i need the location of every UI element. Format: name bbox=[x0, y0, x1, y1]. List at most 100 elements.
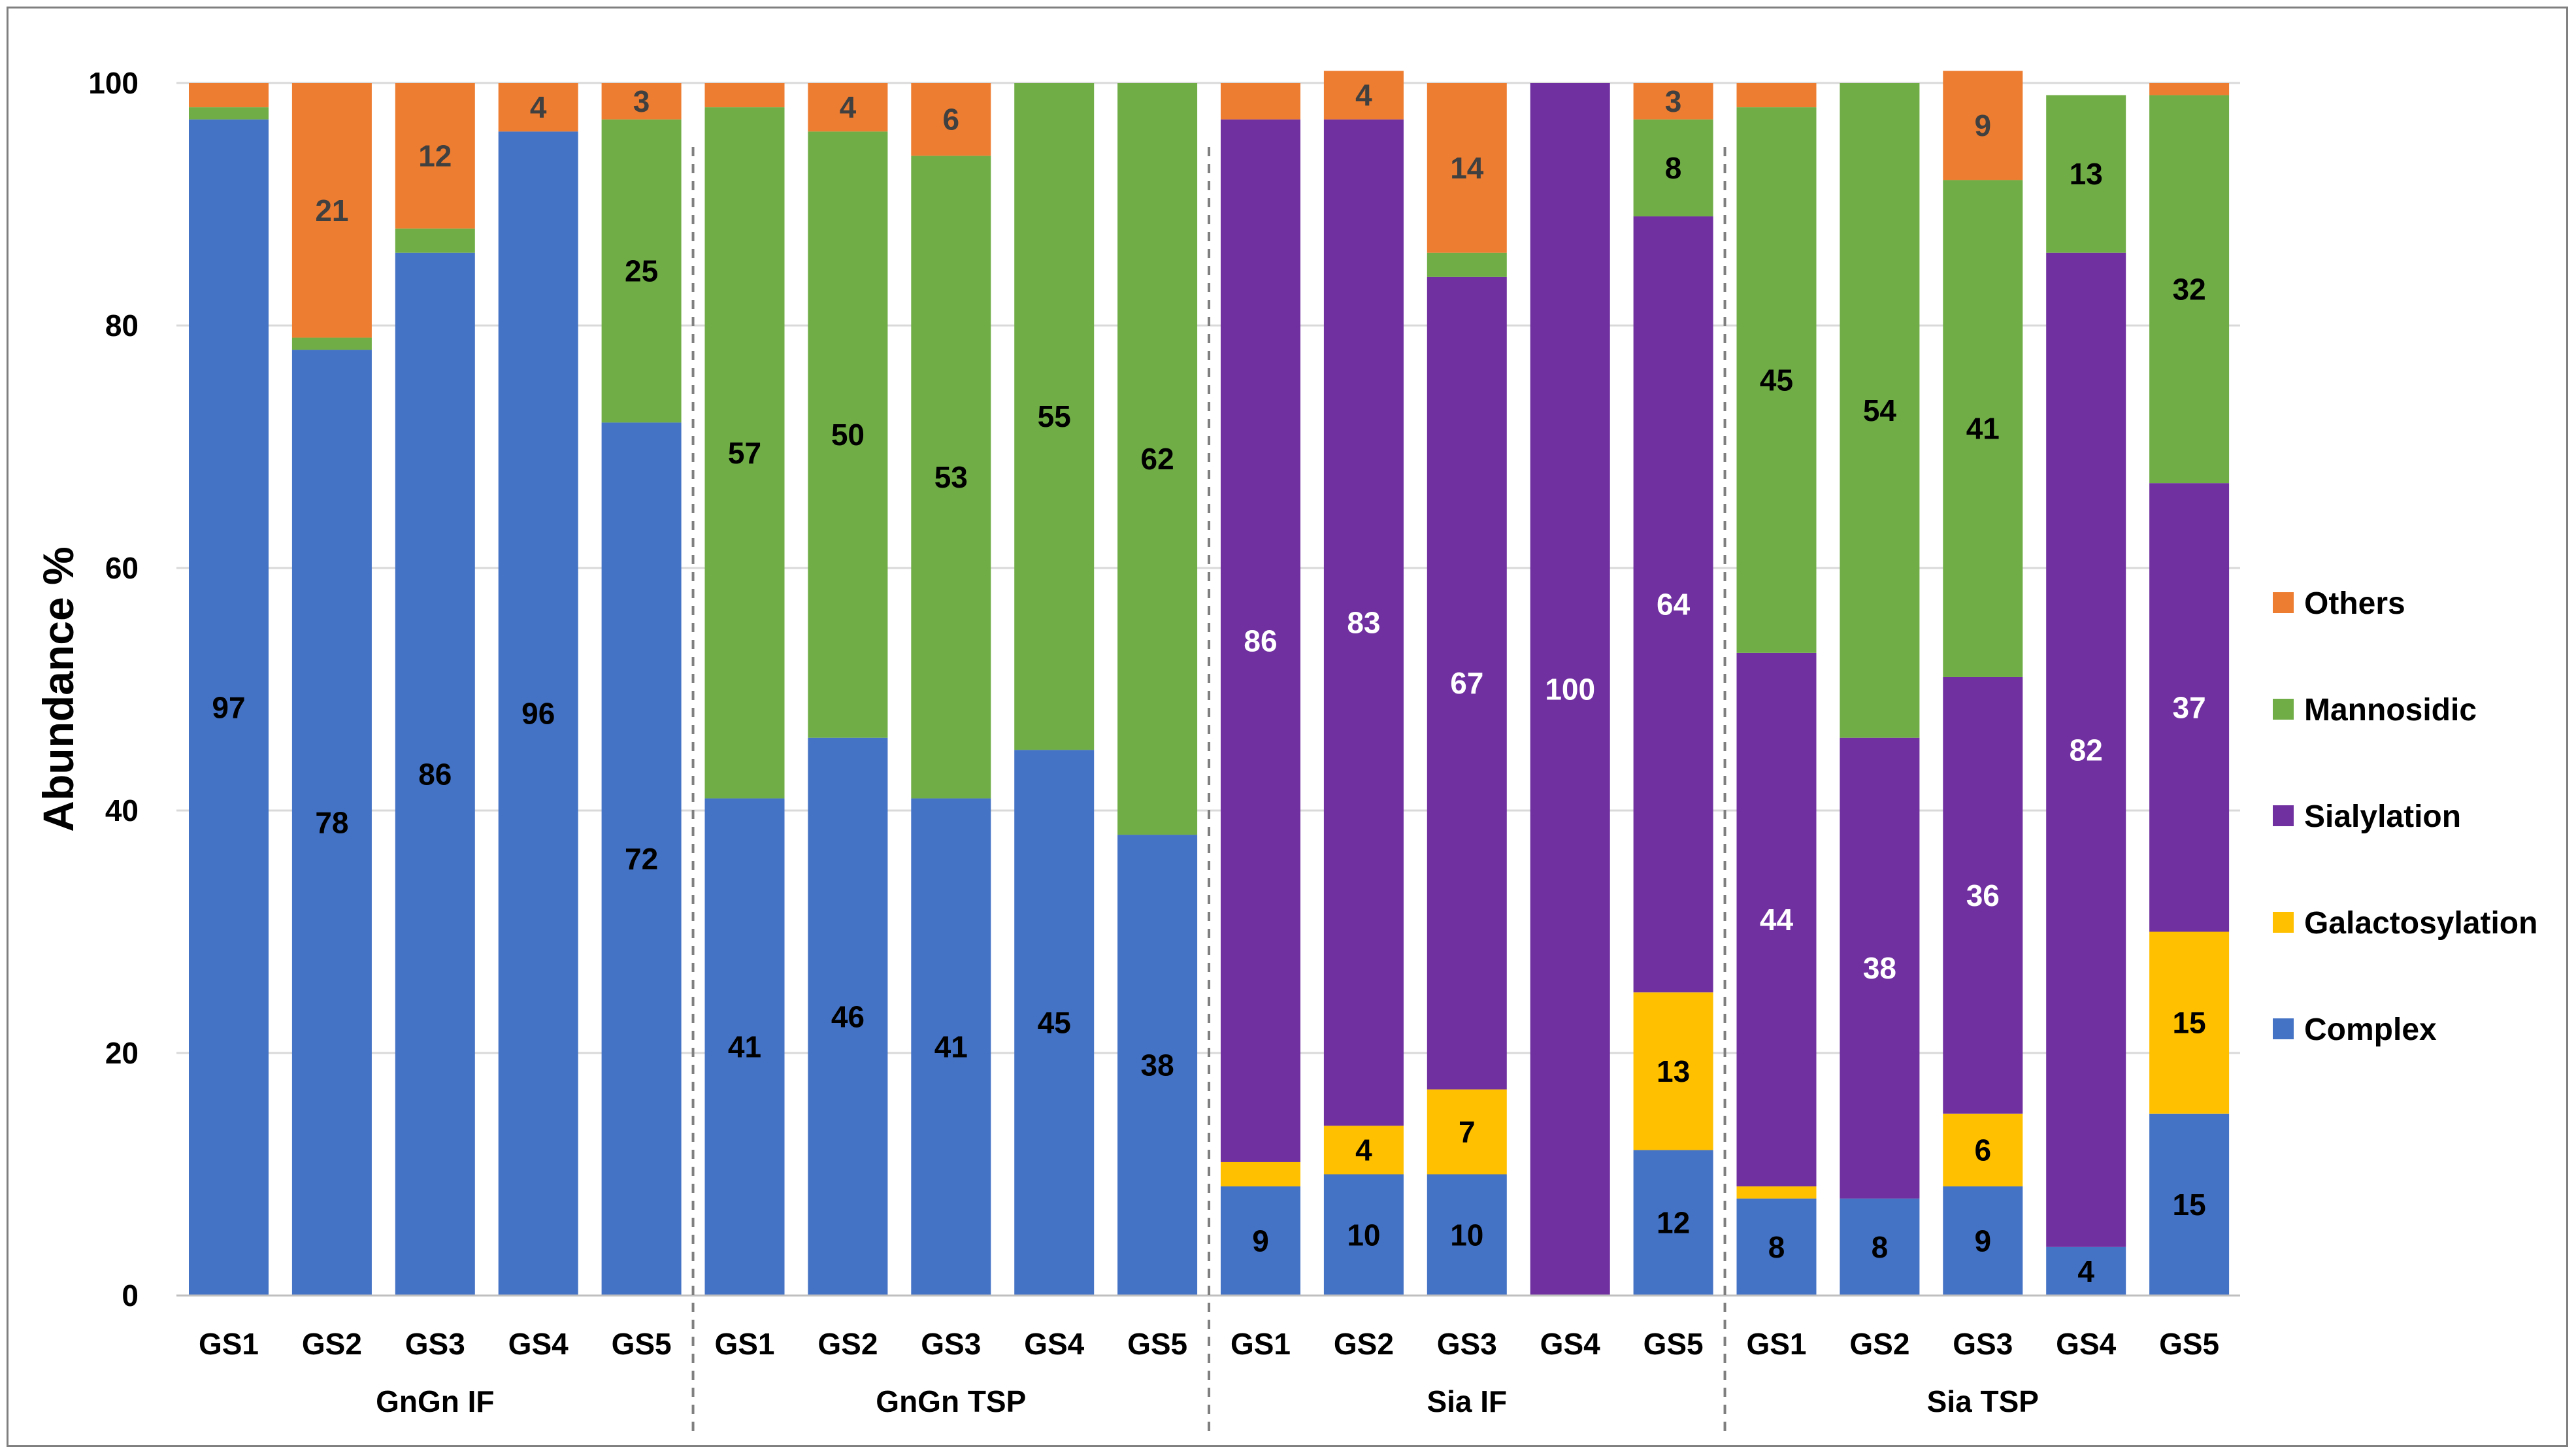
data-label-complex: 10 bbox=[1450, 1218, 1483, 1252]
data-label-complex: 9 bbox=[1252, 1224, 1269, 1258]
data-label-sialylation: 37 bbox=[2173, 690, 2206, 724]
data-label-mannosidic: 45 bbox=[1760, 363, 1793, 397]
data-label-complex: 9 bbox=[1975, 1224, 1992, 1258]
legend-swatch-sialylation bbox=[2273, 805, 2294, 826]
bar-sia-tsp-gs3-others bbox=[1943, 71, 2023, 180]
bar-sia-tsp-gs3-sialylation bbox=[1943, 677, 2023, 1114]
bar-sia-tsp-gs3-galactosylation bbox=[1943, 1113, 2023, 1187]
x-tick-label-gs3: GS3 bbox=[1953, 1327, 2013, 1361]
x-tick-label-gs1: GS1 bbox=[199, 1327, 259, 1361]
data-label-mannosidic: 41 bbox=[1966, 412, 2000, 446]
bar-sia-if-gs5-others bbox=[1633, 83, 1713, 120]
bar-sia-tsp-gs5-sialylation bbox=[2149, 483, 2230, 932]
data-label-mannosidic: 53 bbox=[934, 460, 968, 494]
bar-sia-tsp-gs5-galactosylation bbox=[2149, 931, 2230, 1114]
legend-swatch-mannosidic bbox=[2273, 699, 2294, 720]
bar-gngn-tsp-gs2-mannosidic bbox=[808, 131, 888, 738]
bar-sia-tsp-gs4-complex bbox=[2046, 1246, 2126, 1296]
data-label-complex: 38 bbox=[1141, 1048, 1174, 1082]
y-tick-label-40: 40 bbox=[105, 794, 139, 828]
data-label-sialylation: 64 bbox=[1657, 588, 1691, 622]
data-label-sialylation: 82 bbox=[2070, 733, 2103, 767]
bar-gngn-if-gs4-complex bbox=[498, 131, 578, 1296]
bar-gngn-if-gs1-mannosidic bbox=[189, 107, 269, 120]
bar-gngn-tsp-gs1-others bbox=[704, 83, 785, 108]
bar-gngn-tsp-gs3-complex bbox=[911, 798, 991, 1296]
data-label-sialylation: 100 bbox=[1545, 673, 1595, 707]
legend-label-others: Others bbox=[2304, 586, 2405, 621]
data-label-galactosylation: 4 bbox=[1355, 1133, 1372, 1167]
data-label-complex: 72 bbox=[625, 842, 658, 876]
data-label-complex: 97 bbox=[212, 690, 245, 724]
bar-gngn-if-gs1-others bbox=[189, 83, 269, 108]
bar-sia-if-gs1-galactosylation bbox=[1221, 1162, 1300, 1187]
data-label-complex: 96 bbox=[521, 697, 555, 731]
bar-gngn-if-gs5-complex bbox=[601, 422, 682, 1296]
data-label-complex: 78 bbox=[315, 806, 348, 840]
bar-sia-tsp-gs4-sialylation bbox=[2046, 252, 2126, 1247]
x-tick-label-gs5: GS5 bbox=[1643, 1327, 1704, 1361]
data-label-galactosylation: 7 bbox=[1459, 1115, 1476, 1149]
y-tick-label-60: 60 bbox=[105, 551, 139, 585]
data-label-complex: 4 bbox=[2077, 1254, 2094, 1288]
bar-sia-if-gs2-sialylation bbox=[1323, 119, 1404, 1126]
data-label-mannosidic: 32 bbox=[2173, 272, 2206, 306]
bar-sia-if-gs1-complex bbox=[1221, 1186, 1300, 1296]
bar-sia-tsp-gs1-others bbox=[1736, 83, 1817, 108]
data-label-sialylation: 83 bbox=[1347, 605, 1380, 639]
data-label-mannosidic: 57 bbox=[728, 436, 761, 470]
data-label-sialylation: 67 bbox=[1450, 666, 1483, 700]
legend-label-sialylation: Sialylation bbox=[2304, 799, 2461, 834]
bar-gngn-tsp-gs2-complex bbox=[808, 737, 888, 1296]
data-label-galactosylation: 15 bbox=[2173, 1006, 2206, 1040]
data-label-mannosidic: 8 bbox=[1665, 151, 1682, 185]
bar-sia-if-gs3-mannosidic bbox=[1427, 252, 1507, 277]
x-tick-label-gs3: GS3 bbox=[405, 1327, 465, 1361]
bar-gngn-tsp-gs3-mannosidic bbox=[911, 156, 991, 799]
data-label-others: 3 bbox=[1665, 84, 1682, 118]
data-label-sialylation: 86 bbox=[1244, 624, 1277, 658]
x-tick-label-gs1: GS1 bbox=[714, 1327, 774, 1361]
legend-swatch-galactosylation bbox=[2273, 912, 2294, 933]
bar-sia-if-gs3-sialylation bbox=[1427, 276, 1507, 1090]
data-label-sialylation: 44 bbox=[1760, 903, 1794, 937]
bar-sia-if-gs5-galactosylation bbox=[1633, 992, 1713, 1150]
data-label-others: 3 bbox=[633, 84, 650, 118]
group-label-1: GnGn TSP bbox=[876, 1384, 1026, 1418]
data-label-sialylation: 38 bbox=[1863, 951, 1896, 985]
bar-sia-tsp-gs3-complex bbox=[1943, 1186, 2023, 1296]
data-label-mannosidic: 50 bbox=[831, 418, 865, 452]
bar-sia-tsp-gs5-complex bbox=[2149, 1113, 2230, 1296]
data-label-complex: 8 bbox=[1768, 1230, 1785, 1264]
data-label-complex: 46 bbox=[831, 999, 865, 1033]
legend-label-complex: Complex bbox=[2304, 1012, 2437, 1047]
x-tick-label-gs3: GS3 bbox=[921, 1327, 981, 1361]
bar-sia-if-gs5-sialylation bbox=[1633, 216, 1713, 993]
data-label-others: 4 bbox=[1355, 78, 1372, 112]
bar-gngn-tsp-gs3-others bbox=[911, 83, 991, 156]
bar-gngn-if-gs5-others bbox=[601, 83, 682, 120]
bar-sia-tsp-gs4-mannosidic bbox=[2046, 95, 2126, 253]
bar-sia-tsp-gs2-sialylation bbox=[1840, 737, 1920, 1199]
x-tick-label-gs4: GS4 bbox=[2056, 1327, 2116, 1361]
data-label-sialylation: 36 bbox=[1966, 878, 2000, 912]
bar-gngn-if-gs3-others bbox=[395, 83, 475, 229]
bar-sia-if-gs5-complex bbox=[1633, 1150, 1713, 1296]
data-label-mannosidic: 62 bbox=[1141, 442, 1174, 476]
y-tick-label-80: 80 bbox=[105, 309, 139, 343]
bar-gngn-if-gs2-others bbox=[291, 83, 372, 338]
bar-sia-tsp-gs2-complex bbox=[1840, 1198, 1920, 1296]
bar-sia-if-gs5-mannosidic bbox=[1633, 119, 1713, 217]
legend-swatch-others bbox=[2273, 592, 2294, 613]
data-label-mannosidic: 25 bbox=[625, 254, 658, 288]
bar-sia-if-gs2-complex bbox=[1323, 1174, 1404, 1296]
data-label-complex: 41 bbox=[934, 1030, 968, 1064]
bar-gngn-if-gs3-mannosidic bbox=[395, 228, 475, 253]
data-label-mannosidic: 13 bbox=[2070, 157, 2103, 191]
x-tick-label-gs5: GS5 bbox=[612, 1327, 672, 1361]
bar-sia-tsp-gs2-mannosidic bbox=[1840, 83, 1920, 738]
bar-sia-tsp-gs1-complex bbox=[1736, 1198, 1817, 1296]
bar-sia-tsp-gs3-mannosidic bbox=[1943, 180, 2023, 677]
bar-gngn-tsp-gs2-others bbox=[808, 83, 888, 132]
